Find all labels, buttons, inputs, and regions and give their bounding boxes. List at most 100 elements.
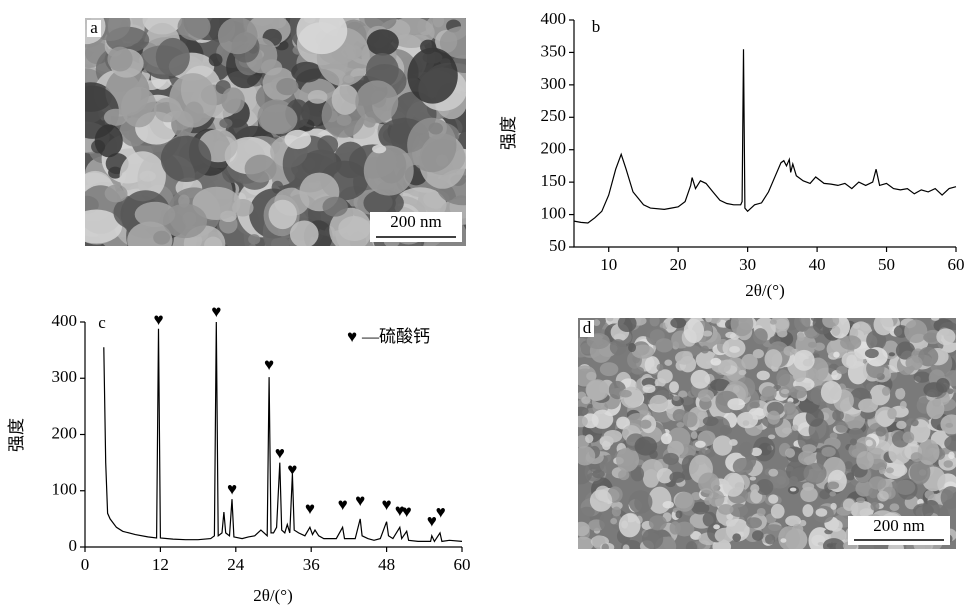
sem-grain bbox=[757, 371, 770, 381]
sem-grain bbox=[619, 390, 632, 398]
scale-bar-label: 200 nm bbox=[873, 516, 924, 535]
sem-grain bbox=[790, 488, 797, 492]
sem-grain bbox=[743, 420, 750, 426]
sem-grain bbox=[911, 419, 919, 426]
sem-grain bbox=[793, 350, 814, 371]
sem-grain bbox=[675, 492, 695, 512]
sem-grain bbox=[669, 381, 679, 393]
sem-grain bbox=[842, 351, 864, 368]
sem-grain bbox=[896, 421, 906, 429]
sem-grain bbox=[731, 311, 754, 336]
sem-grain bbox=[585, 434, 593, 443]
sem-grain bbox=[703, 330, 712, 336]
sem-grain bbox=[836, 366, 847, 374]
sem-grain bbox=[367, 29, 399, 55]
sem-grain bbox=[655, 338, 673, 352]
sem-grain bbox=[896, 480, 916, 495]
sem-grain bbox=[802, 504, 813, 517]
sem-grain bbox=[355, 80, 398, 123]
peak-marker: ♥ bbox=[275, 444, 285, 463]
sem-grain bbox=[618, 315, 637, 332]
sem-grain bbox=[169, 73, 217, 127]
sem-grain bbox=[691, 370, 711, 389]
scale-bar-label: 200 nm bbox=[390, 212, 441, 231]
sem-grain bbox=[738, 370, 746, 375]
sem-grain bbox=[105, 185, 128, 203]
panel-label: c bbox=[98, 313, 106, 332]
axes bbox=[574, 20, 956, 247]
sem-grain bbox=[925, 490, 935, 499]
sem-grain bbox=[715, 528, 735, 543]
sem-grain bbox=[573, 522, 590, 536]
sem-grain bbox=[840, 335, 861, 350]
sem-grain bbox=[727, 398, 745, 410]
sem-grain bbox=[592, 410, 614, 429]
sem-grain bbox=[107, 47, 132, 72]
sem-grain bbox=[620, 387, 643, 409]
sem-grain bbox=[771, 504, 785, 519]
sem-grain bbox=[629, 490, 653, 513]
sem-grain bbox=[713, 435, 733, 455]
sem-grain bbox=[903, 432, 915, 444]
x-tick-label: 50 bbox=[878, 255, 895, 274]
sem-grain bbox=[923, 332, 938, 342]
sem-grain bbox=[429, 122, 443, 134]
sem-grain bbox=[569, 462, 592, 485]
sem-grain bbox=[269, 200, 297, 229]
sem-grain bbox=[750, 484, 759, 493]
sem-grain bbox=[767, 411, 780, 425]
sem-grain bbox=[895, 388, 905, 400]
sem-grain bbox=[850, 438, 857, 445]
sem-grain bbox=[858, 399, 878, 413]
sem-grain bbox=[874, 314, 894, 336]
sem-grain bbox=[904, 320, 927, 343]
sem-grain bbox=[695, 441, 706, 448]
sem-grain bbox=[777, 476, 786, 485]
sem-grain bbox=[821, 447, 835, 457]
sem-grain bbox=[121, 87, 157, 127]
sem-grain bbox=[900, 401, 907, 409]
sem-grain bbox=[686, 541, 697, 554]
x-tick-label: 48 bbox=[378, 555, 395, 574]
sem-grain bbox=[797, 332, 805, 341]
x-axis-label: 2θ/(°) bbox=[745, 281, 785, 300]
x-axis-label: 2θ/(°) bbox=[253, 586, 293, 605]
sem-grain bbox=[642, 528, 663, 549]
sem-grain bbox=[762, 386, 777, 400]
y-tick-label: 0 bbox=[69, 536, 78, 555]
sem-grain bbox=[752, 530, 764, 540]
sem-grain bbox=[739, 442, 752, 457]
y-axis-label: 强度 bbox=[499, 116, 518, 150]
sem-grain bbox=[623, 544, 630, 551]
sem-grain bbox=[713, 524, 720, 529]
sem-grain bbox=[856, 451, 874, 470]
sem-grain bbox=[573, 537, 594, 552]
peak-marker: ♥ bbox=[338, 495, 348, 514]
sem-grain bbox=[941, 486, 962, 509]
sem-grain bbox=[835, 422, 848, 433]
sem-grain bbox=[308, 90, 328, 104]
legend-label: —硫酸钙 bbox=[361, 327, 430, 346]
sem-grain bbox=[655, 378, 666, 387]
sem-grain bbox=[827, 481, 839, 489]
sem-grain bbox=[877, 491, 889, 502]
sem-grain bbox=[703, 416, 719, 426]
sem-grain bbox=[774, 319, 788, 330]
sem-grain bbox=[248, 234, 260, 244]
figure: a200 nmd200 nm50100150200250300350400102… bbox=[0, 0, 966, 608]
sem-grain bbox=[95, 124, 123, 157]
sem-grain bbox=[675, 414, 683, 421]
sem-grain bbox=[661, 433, 672, 444]
sem-grain bbox=[607, 316, 614, 321]
sem-grain bbox=[407, 48, 457, 104]
sem-grain bbox=[676, 422, 684, 427]
sem-grain bbox=[818, 542, 824, 546]
sem-grain bbox=[829, 520, 842, 532]
sem-grain bbox=[574, 446, 595, 465]
sem-grain bbox=[420, 40, 436, 55]
sem-grain bbox=[670, 318, 686, 329]
sem-grain bbox=[628, 343, 636, 352]
x-tick-label: 24 bbox=[227, 555, 245, 574]
sem-grain bbox=[332, 84, 359, 114]
sem-grain bbox=[803, 463, 826, 485]
